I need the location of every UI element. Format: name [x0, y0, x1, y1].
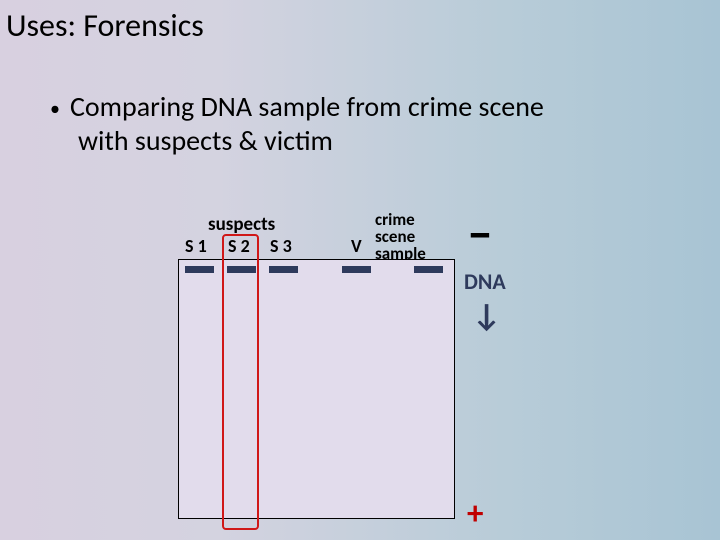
- bullet-line1: Comparing DNA sample from crime scene: [70, 89, 544, 124]
- gel-box: [178, 259, 455, 519]
- dna-arrow-icon: ↓: [472, 296, 501, 335]
- bullet-point: • Comparing DNA sample from crime scene w…: [50, 90, 680, 157]
- electrode-minus: –: [467, 206, 493, 258]
- bullet-dot: •: [50, 97, 60, 121]
- electrode-plus: +: [467, 497, 483, 530]
- gel-band-s1: [185, 266, 214, 273]
- lane-label-s1: S 1: [185, 235, 207, 257]
- dna-label: DNA: [464, 268, 506, 295]
- gel-band-v: [342, 266, 371, 273]
- gel-band-crime: [414, 266, 443, 273]
- lane-label-s3: S 3: [270, 235, 292, 257]
- lane-label-crime: crime scene sample: [375, 211, 426, 262]
- gel-band-s3: [269, 266, 298, 273]
- bullet-line2: with suspects & victim: [78, 124, 680, 158]
- slide-title: Uses: Forensics: [6, 6, 204, 45]
- lane-label-v: V: [351, 235, 362, 257]
- highlight-suspect-match: [222, 234, 259, 530]
- suspects-group-label: suspects: [208, 213, 275, 236]
